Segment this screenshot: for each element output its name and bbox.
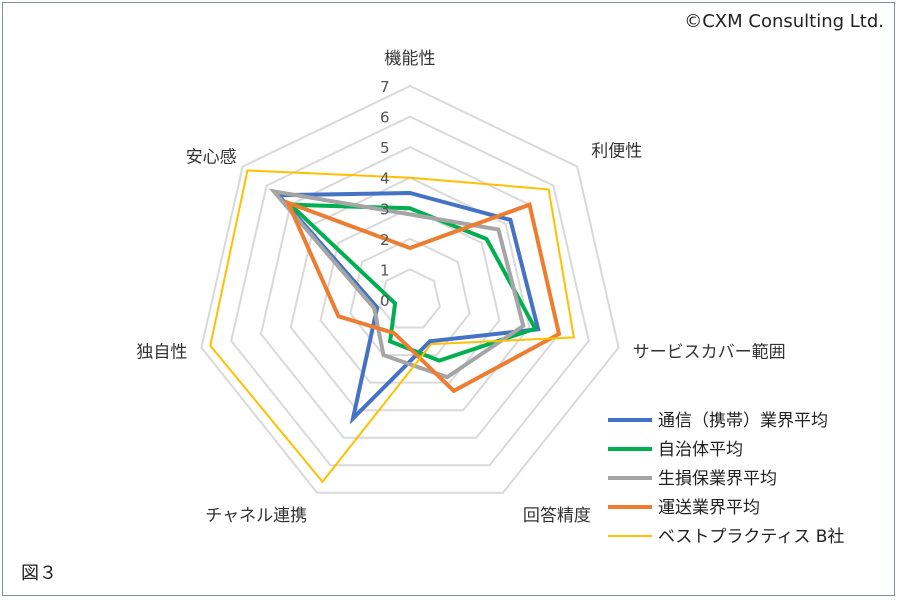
axis-label-1: 機能性 — [385, 49, 436, 69]
tick-label-3: 3 — [380, 200, 390, 218]
axis-label-3: サービスカバー範囲 — [633, 343, 786, 363]
tick-label-0: 0 — [380, 292, 390, 310]
copyright-text: ©CXM Consulting Ltd. — [684, 11, 884, 32]
tick-label-7: 7 — [380, 78, 390, 96]
axis-label-4: 回答精度 — [523, 506, 591, 526]
axis-label-2: 利便性 — [591, 142, 642, 162]
legend-label-3: 生損保業界平均 — [658, 469, 777, 489]
tick-label-2: 2 — [380, 231, 390, 249]
axis-label-7: 安心感 — [186, 148, 237, 168]
tick-label-5: 5 — [380, 139, 390, 157]
grid-ring-3 — [319, 207, 501, 384]
figure-label: 図３ — [21, 563, 57, 584]
radar-series — [209, 169, 576, 484]
tick-label-4: 4 — [380, 170, 390, 188]
legend-label-2: 自治体平均 — [658, 440, 743, 460]
tick-label-6: 6 — [380, 109, 390, 127]
axis-label-6: 独自性 — [136, 343, 187, 363]
grid-ring-7 — [200, 84, 620, 494]
radar-tick-labels: 0 1 2 3 4 5 6 7 — [380, 78, 390, 310]
axis-label-5: チャネル連携 — [205, 506, 307, 526]
legend-label-1: 通信（携帯）業界平均 — [658, 411, 828, 431]
radar-grid — [200, 84, 620, 494]
legend-label-4: 運送業界平均 — [658, 498, 760, 518]
legend-label-5: ベストプラクティス B社 — [658, 527, 844, 547]
series-line-5 — [209, 169, 576, 484]
grid-ring-1 — [379, 268, 441, 329]
series-line-4 — [284, 199, 562, 394]
grid-ring-4 — [289, 176, 531, 412]
series-line-1 — [274, 190, 541, 425]
grid-ring-6 — [230, 115, 590, 467]
tick-label-1: 1 — [380, 261, 390, 279]
